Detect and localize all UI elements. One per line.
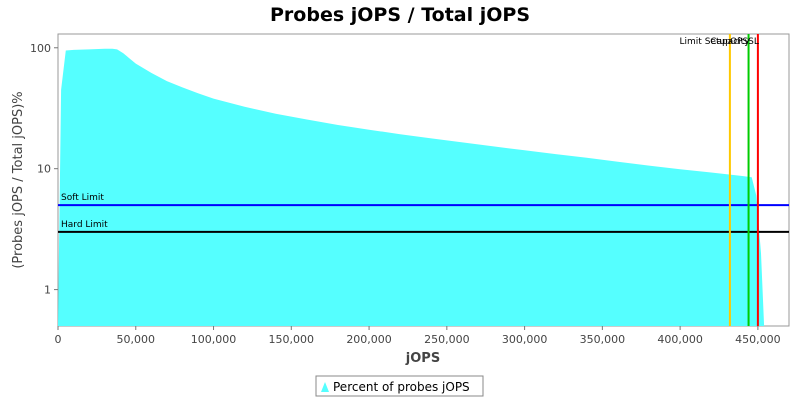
legend-label: Percent of probes jOPS — [333, 380, 470, 394]
legend-swatch-icon — [321, 382, 329, 392]
vline-label-limit-setup: Limit Setup — [680, 37, 732, 47]
series-area-percent-probes — [58, 48, 789, 327]
plot-area: Soft Limit Hard Limit Limit SetupCapacity… — [57, 33, 790, 327]
x-tick-label: 400,000 — [657, 333, 703, 346]
x-axis: 0 50,000 100,000 150,000 200,000 250,000 300,0… — [55, 326, 781, 346]
x-tick-label: 250,000 — [424, 333, 470, 346]
y-tick-label: 100 — [30, 42, 51, 55]
vline-label-opssl: OPSSL — [730, 37, 759, 47]
x-axis-label: jOPS — [405, 351, 440, 366]
y-axis-label: (Probes jOPS / Total jOPS)% — [11, 91, 26, 268]
y-tick-label: 1 — [44, 284, 51, 297]
x-tick-label: 300,000 — [502, 333, 548, 346]
x-tick-label: 350,000 — [580, 333, 626, 346]
x-tick-label: 0 — [55, 333, 62, 346]
hline-label-soft-limit: Soft Limit — [61, 193, 104, 203]
horizontal-limit-lines: Soft Limit Hard Limit — [58, 193, 789, 233]
vline-label-capacity: Capacity — [710, 37, 750, 47]
y-axis: 1 10 100 — [30, 42, 58, 297]
x-tick-label: 50,000 — [117, 333, 156, 346]
y-tick-label: 10 — [37, 163, 51, 176]
x-tick-label: 100,000 — [191, 333, 237, 346]
legend: Percent of probes jOPS — [315, 375, 484, 397]
x-tick-label: 200,000 — [346, 333, 392, 346]
chart-title: Probes jOPS / Total jOPS — [270, 4, 530, 26]
x-tick-label: 450,000 — [735, 333, 781, 346]
x-tick-label: 150,000 — [269, 333, 315, 346]
hline-label-hard-limit: Hard Limit — [61, 220, 108, 230]
legend-box — [315, 375, 484, 397]
